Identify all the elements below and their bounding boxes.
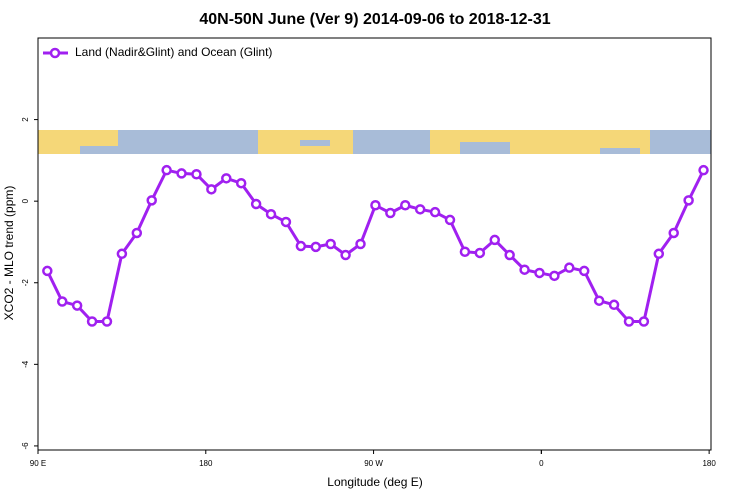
data-point xyxy=(101,316,113,327)
data-point xyxy=(221,173,232,184)
data-point xyxy=(310,241,322,253)
data-point xyxy=(683,195,694,206)
data-point xyxy=(414,204,426,215)
x-tick-label: 90 W xyxy=(364,459,383,468)
data-point xyxy=(355,238,366,250)
plot-frame xyxy=(37,37,712,451)
data-point xyxy=(698,164,709,176)
y-axis-label: XCO2 - MLO trend (ppm) xyxy=(2,186,16,321)
data-point xyxy=(549,270,560,282)
data-point xyxy=(474,247,486,259)
data-point xyxy=(191,168,202,180)
data-point xyxy=(429,206,441,218)
y-tick-label: -6 xyxy=(21,442,30,450)
data-point xyxy=(668,227,679,239)
data-point xyxy=(370,199,381,211)
data-point xyxy=(235,177,247,189)
data-point xyxy=(400,199,411,211)
data-point xyxy=(250,198,262,210)
series-line xyxy=(45,168,705,324)
data-point xyxy=(578,265,590,277)
data-point xyxy=(146,195,157,206)
data-point xyxy=(86,316,98,327)
data-point xyxy=(206,184,217,195)
y-tick-label: -2 xyxy=(21,279,30,287)
data-point xyxy=(638,316,650,327)
data-point xyxy=(385,207,396,219)
data-point xyxy=(295,240,307,252)
data-point xyxy=(71,300,83,311)
y-tick-label: 2 xyxy=(21,117,30,122)
data-point xyxy=(161,164,172,176)
x-tick-label: 0 xyxy=(539,459,544,468)
legend-marker xyxy=(49,47,61,59)
y-tick-label: 0 xyxy=(21,198,30,203)
data-point xyxy=(564,262,575,273)
chart-title: 40N-50N June (Ver 9) 2014-09-06 to 2018-… xyxy=(199,11,550,28)
data-point xyxy=(280,216,292,228)
data-point xyxy=(593,295,605,306)
data-point xyxy=(489,234,500,246)
data-point xyxy=(42,265,53,277)
data-point xyxy=(265,208,277,220)
data-point xyxy=(340,249,351,261)
data-point xyxy=(56,296,68,307)
data-point xyxy=(325,238,336,250)
y-tick-label: -4 xyxy=(21,360,30,368)
data-point xyxy=(608,299,620,311)
data-point xyxy=(519,264,530,275)
legend-label: Land (Nadir&Glint) and Ocean (Glint) xyxy=(75,45,272,59)
x-tick-label: 180 xyxy=(702,459,716,468)
data-point xyxy=(131,227,143,239)
data-point xyxy=(116,248,128,260)
x-axis-label: Longitude (deg E) xyxy=(327,475,422,489)
data-point xyxy=(176,168,187,179)
data-point xyxy=(653,248,665,260)
data-point xyxy=(623,316,635,327)
data-point xyxy=(459,246,471,258)
data-point xyxy=(534,267,545,279)
x-tick-label: 180 xyxy=(199,459,213,468)
map-strip xyxy=(38,130,711,154)
x-tick-label: 90 E xyxy=(30,459,46,468)
data-point xyxy=(504,249,515,261)
data-point xyxy=(444,214,456,226)
